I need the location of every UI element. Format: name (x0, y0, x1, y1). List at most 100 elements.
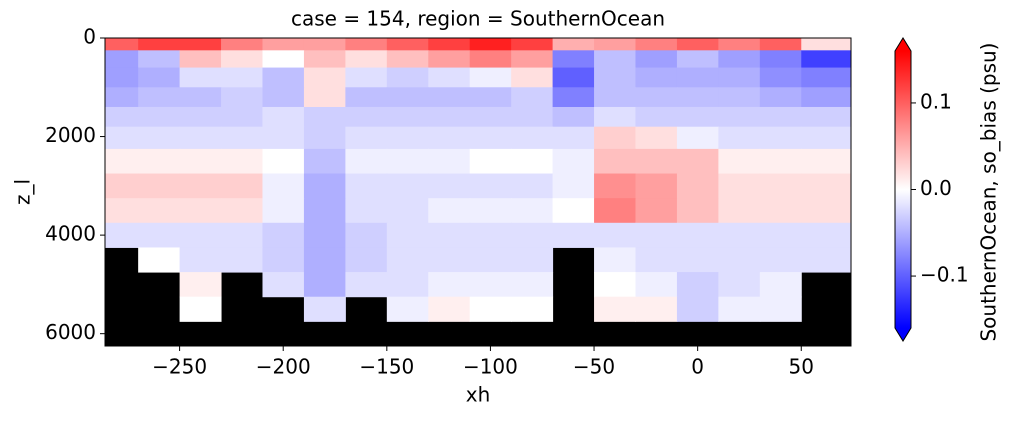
heatmap-cell (594, 126, 636, 150)
heatmap-cell (511, 173, 554, 199)
heatmap-cell (428, 247, 471, 273)
heatmap-cell (801, 148, 852, 175)
heatmap-cell (105, 198, 139, 224)
heatmap-cell (262, 106, 305, 128)
heatmap-cell (511, 38, 554, 51)
heatmap-cell (179, 106, 222, 128)
heatmap-cell (594, 148, 636, 175)
heatmap-cell (635, 247, 678, 273)
heatmap-cell (179, 87, 222, 108)
heatmap-cell (718, 50, 761, 69)
colorbar-extend-top (895, 38, 911, 51)
heatmap-cell (303, 198, 346, 224)
heatmap-cell (759, 38, 802, 51)
heatmap-cell (428, 148, 471, 175)
heatmap-cell (386, 38, 429, 51)
heatmap-cell (303, 126, 346, 150)
heatmap-cell (635, 173, 678, 199)
heatmap-cell (345, 67, 388, 88)
heatmap-cell (759, 296, 802, 322)
heatmap-cell (105, 222, 139, 248)
heatmap-cell (179, 272, 222, 298)
heatmap-cell (428, 50, 471, 69)
heatmap-cell (469, 126, 512, 150)
heatmap-cell (676, 173, 719, 199)
heatmap-cell (469, 272, 512, 298)
heatmap-cell (428, 198, 471, 224)
heatmap-cell (718, 106, 761, 128)
heatmap-cell (179, 67, 222, 88)
heatmap-cell (511, 198, 554, 224)
heatmap-cell (428, 222, 471, 248)
x-tick-label: −200 (256, 355, 311, 379)
heatmap-cell (345, 87, 388, 108)
heatmap-cell (221, 38, 263, 51)
heatmap-cell (105, 106, 139, 128)
heatmap-cell (801, 126, 852, 150)
heatmap-cell (759, 67, 802, 88)
heatmap-cell (179, 148, 222, 175)
heatmap-cell (179, 198, 222, 224)
heatmap-cell (221, 148, 263, 175)
heatmap-cell (552, 198, 595, 224)
heatmap-cell (262, 87, 305, 108)
heatmap-cell (759, 126, 802, 150)
heatmap-cell (179, 50, 222, 69)
heatmap-cell (718, 173, 761, 199)
colorbar-label: SouthernOcean, so_bias (psu) (977, 42, 1001, 341)
heatmap-cell (469, 173, 512, 199)
x-tick-label: 50 (789, 355, 814, 379)
heatmap-cell (552, 67, 595, 88)
heatmap-cell (221, 106, 263, 128)
heatmap-cell (345, 106, 388, 128)
heatmap-cell (552, 50, 595, 69)
heatmap-cell (511, 106, 554, 128)
heatmap-cell (428, 38, 471, 51)
y-tick-label: 2000 (45, 123, 96, 147)
colorbar-extend-bottom (895, 328, 911, 341)
heatmap-cell (469, 148, 512, 175)
heatmap-cell (594, 50, 636, 69)
heatmap-cell (262, 247, 305, 273)
heatmap-cell (303, 296, 346, 322)
heatmap-cell (759, 198, 802, 224)
heatmap-cell (759, 148, 802, 175)
heatmap-cell (676, 67, 719, 88)
heatmap-cell (594, 272, 636, 298)
heatmap-cell (759, 87, 802, 108)
heatmap-cell (594, 247, 636, 273)
heatmap-cell (801, 50, 852, 69)
heatmap-cell (386, 272, 429, 298)
heatmap-cell (303, 148, 346, 175)
heatmap-cell (676, 148, 719, 175)
heatmap-cell (759, 173, 802, 199)
heatmap-cell (469, 38, 512, 51)
y-tick-label: 4000 (45, 222, 96, 246)
heatmap-cell (303, 247, 346, 273)
heatmap-cell (386, 173, 429, 199)
heatmap-cell (469, 106, 512, 128)
heatmap-cell (511, 247, 554, 273)
y-tick-label: 6000 (45, 320, 96, 344)
heatmap-cell (801, 67, 852, 88)
heatmap-cell (221, 126, 263, 150)
heatmap-cell (469, 87, 512, 108)
heatmap-cell (635, 106, 678, 128)
heatmap-cell (676, 38, 719, 51)
heatmap-cell (676, 222, 719, 248)
heatmap-cell (718, 38, 761, 51)
heatmap-cell (345, 222, 388, 248)
heatmap-cell (138, 38, 181, 51)
heatmap-cell (303, 67, 346, 88)
heatmap-cell (262, 272, 305, 298)
heatmap-cell (594, 173, 636, 199)
heatmap-cell (801, 198, 852, 224)
heatmap-cell (105, 126, 139, 150)
x-tick-label: 0 (691, 355, 704, 379)
heatmap-cell (635, 222, 678, 248)
heatmap-cell (552, 148, 595, 175)
heatmap-cell (801, 87, 852, 108)
heatmap-cell (469, 222, 512, 248)
heatmap-cell (345, 38, 388, 51)
